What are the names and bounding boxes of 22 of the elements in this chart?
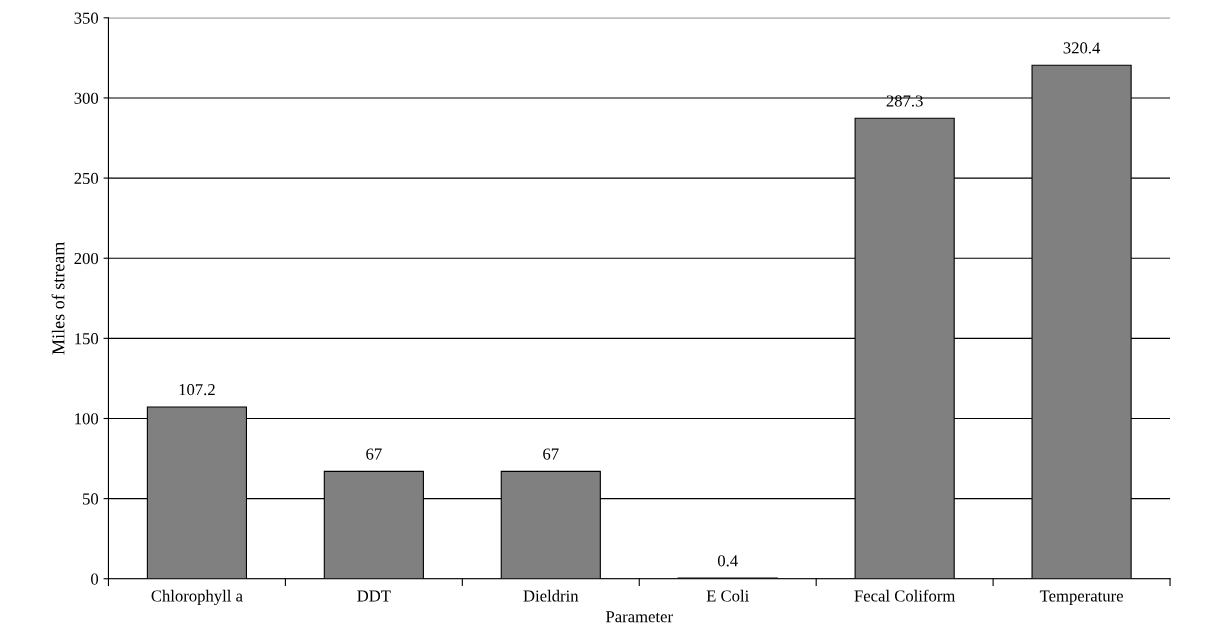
y-tick-label: 350 <box>74 12 99 24</box>
y-tick-label: 100 <box>75 413 99 425</box>
y-tick-label: 200 <box>74 252 99 265</box>
y-tick-label: 50 <box>83 493 99 505</box>
x-tick-label: E Coli <box>706 589 749 602</box>
y-tick-label: 0 <box>91 573 99 585</box>
data-label: 287.3 <box>886 95 923 107</box>
y-tick-label: 150 <box>75 333 99 345</box>
data-label: 67 <box>366 448 382 460</box>
x-tick-label: Fecal Coliform <box>854 589 956 602</box>
y-axis-title: Miles of stream <box>51 241 65 355</box>
data-label: 0.4 <box>717 555 738 567</box>
data-label: 67 <box>543 448 559 460</box>
x-tick-label: Chlorophyll a <box>151 589 243 606</box>
x-tick-label: Dieldrin <box>523 589 579 602</box>
x-tick-label: Temperature <box>1039 590 1123 605</box>
x-axis-title: Parameter <box>605 611 673 623</box>
x-tick-label: DDT <box>357 590 391 602</box>
data-label: 320.4 <box>1063 42 1101 54</box>
y-tick-label: 250 <box>74 172 99 185</box>
y-tick-label: 300 <box>74 92 99 104</box>
data-label: 107.2 <box>179 383 215 396</box>
